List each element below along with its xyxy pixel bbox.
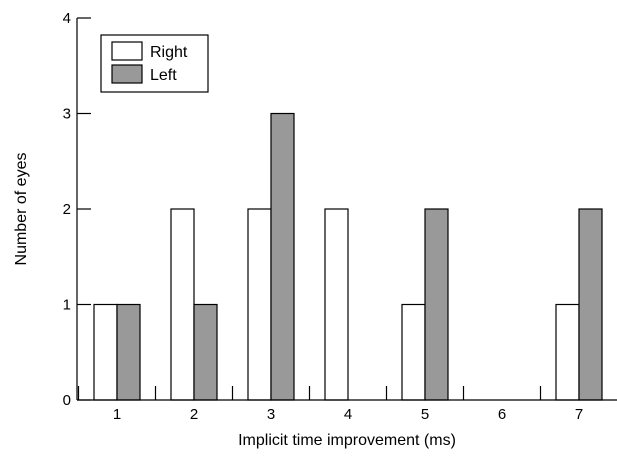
y-tick-label: 0 — [63, 392, 71, 409]
bar-right-1 — [93, 303, 118, 401]
y-tick-label: 3 — [63, 106, 71, 123]
legend: Right Left — [100, 34, 209, 93]
x-ticks-group — [77, 386, 542, 400]
bar-right-2 — [170, 208, 195, 401]
bar-left-5 — [424, 208, 449, 401]
x-tick-label: 2 — [190, 406, 198, 423]
bars-group — [93, 112, 603, 401]
x-tick-labels-group: 1 2 3 4 5 6 7 — [113, 406, 583, 423]
x-axis-title: Implicit time improvement (ms) — [238, 432, 456, 449]
x-tick-label: 6 — [498, 406, 506, 423]
y-axis-title: Number of eyes — [13, 153, 30, 266]
y-ticks-group: 0 1 2 3 4 — [63, 10, 91, 409]
y-tick-label: 2 — [63, 201, 71, 218]
x-tick-label: 4 — [344, 406, 352, 423]
x-tick-label: 1 — [113, 406, 121, 423]
bar-right-7 — [555, 303, 580, 401]
y-tick-label: 4 — [63, 10, 71, 27]
y-tick-label: 1 — [63, 297, 71, 314]
x-tick-label: 3 — [267, 406, 275, 423]
x-tick-label: 7 — [575, 406, 583, 423]
legend-label-left: Left — [150, 67, 177, 84]
legend-swatch-left — [111, 64, 143, 84]
bar-left-2 — [193, 303, 218, 401]
bar-right-4 — [324, 208, 349, 401]
bar-left-3 — [270, 112, 295, 401]
x-tick-label: 5 — [421, 406, 429, 423]
bar-right-3 — [247, 208, 272, 401]
bar-left-7 — [578, 208, 603, 401]
legend-swatch-right — [111, 41, 143, 61]
legend-label-right: Right — [150, 44, 188, 61]
bar-right-5 — [401, 303, 426, 401]
bar-left-1 — [116, 303, 141, 401]
